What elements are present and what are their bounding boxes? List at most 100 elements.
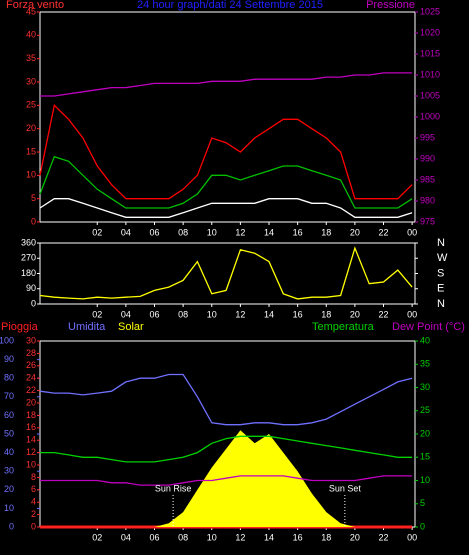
y3-tick-label: 26 bbox=[26, 360, 36, 370]
y2-tick-label: 1010 bbox=[420, 69, 440, 79]
x-tick-label: 10 bbox=[207, 227, 217, 237]
legend-label: Umidita bbox=[68, 321, 106, 333]
y3-tick-label: 6 bbox=[31, 484, 36, 494]
x-tick-label: 10 bbox=[207, 309, 217, 319]
x-tick-label: 06 bbox=[149, 532, 159, 542]
y-tick-label: 100 bbox=[0, 335, 14, 345]
y2-tick-label: 15 bbox=[420, 452, 430, 462]
y2-tick-label: 1020 bbox=[420, 27, 440, 37]
y2-tick-label: 20 bbox=[420, 428, 430, 438]
y-tick-label: 40 bbox=[4, 447, 14, 457]
x-tick-label: 16 bbox=[293, 309, 303, 319]
y-axis-label: Forza vento bbox=[6, 0, 64, 11]
y-tick-label: 10 bbox=[4, 503, 14, 513]
series-line bbox=[40, 435, 413, 463]
y2-tick-label: N bbox=[437, 298, 445, 310]
x-tick-label: 02 bbox=[92, 309, 102, 319]
y2-tick-label: W bbox=[437, 252, 448, 264]
x-tick-label: 14 bbox=[264, 532, 274, 542]
y-tick-label: 20 bbox=[4, 484, 14, 494]
y2-tick-label: E bbox=[437, 283, 444, 295]
y3-tick-label: 30 bbox=[26, 335, 36, 345]
series-line bbox=[39, 246, 413, 300]
y-tick-label: 40 bbox=[26, 30, 36, 40]
series-line bbox=[39, 155, 413, 209]
plot-frame bbox=[39, 11, 416, 223]
y3-tick-label: 14 bbox=[26, 435, 36, 445]
y2-tick-label: 30 bbox=[420, 382, 430, 392]
y3-tick-label: 16 bbox=[26, 422, 36, 432]
y3-tick-label: 12 bbox=[26, 447, 36, 457]
legend-label: Pioggia bbox=[1, 321, 39, 333]
x-tick-label: 16 bbox=[293, 227, 303, 237]
y2-tick-label: 35 bbox=[420, 359, 430, 369]
legend-label: Temperatura bbox=[312, 321, 375, 333]
y3-tick-label: 28 bbox=[26, 348, 36, 358]
y-tick-label: 360 bbox=[21, 237, 36, 247]
x-tick-label: 00 bbox=[407, 532, 417, 542]
y3-tick-label: 8 bbox=[31, 472, 36, 482]
x-tick-label: 04 bbox=[121, 309, 131, 319]
y2-tick-label: 25 bbox=[420, 405, 430, 415]
y3-tick-label: 2 bbox=[31, 509, 36, 519]
y2-tick-label: 1015 bbox=[420, 48, 440, 58]
y2-tick-label: 1025 bbox=[420, 6, 440, 16]
y2-tick-label: S bbox=[437, 267, 444, 279]
x-tick-label: 02 bbox=[92, 227, 102, 237]
y-tick-label: 20 bbox=[26, 123, 36, 133]
x-tick-label: 00 bbox=[407, 309, 417, 319]
x-tick-label: 06 bbox=[149, 309, 159, 319]
y-tick-label: 60 bbox=[4, 410, 14, 420]
y-tick-label: 180 bbox=[21, 268, 36, 278]
y-tick-label: 15 bbox=[26, 146, 36, 156]
x-tick-label: 14 bbox=[264, 227, 274, 237]
y-tick-label: 25 bbox=[26, 100, 36, 110]
y3-tick-label: 20 bbox=[26, 397, 36, 407]
x-tick-label: 18 bbox=[321, 309, 331, 319]
y-tick-label: 0 bbox=[31, 216, 36, 226]
y3-tick-label: 0 bbox=[31, 521, 36, 531]
chart-title: 24 hour graph/dati 24 Settembre 2015 bbox=[137, 0, 323, 11]
x-tick-label: 14 bbox=[264, 309, 274, 319]
annotation: Sun Rise bbox=[155, 483, 192, 493]
y2-tick-label: 0 bbox=[420, 521, 425, 531]
y2-tick-label: 1000 bbox=[420, 111, 440, 121]
y2-tick-label: 5 bbox=[420, 498, 425, 508]
x-tick-label: 08 bbox=[178, 532, 188, 542]
x-tick-label: 04 bbox=[121, 532, 131, 542]
x-tick-label: 22 bbox=[379, 309, 389, 319]
y-tick-label: 0 bbox=[9, 521, 14, 531]
y2-tick-label: 985 bbox=[420, 174, 435, 184]
x-tick-label: 22 bbox=[379, 532, 389, 542]
y-tick-label: 5 bbox=[31, 193, 36, 203]
x-tick-label: 08 bbox=[178, 309, 188, 319]
y-tick-label: 90 bbox=[26, 283, 36, 293]
x-tick-label: 18 bbox=[321, 227, 331, 237]
legend-label: Solar bbox=[118, 321, 144, 333]
y-tick-label: 45 bbox=[26, 6, 36, 16]
series-line bbox=[40, 475, 413, 486]
y2-tick-label: 40 bbox=[420, 335, 430, 345]
annotation: Sun Set bbox=[329, 483, 362, 493]
y2-tick-label: 975 bbox=[420, 216, 435, 226]
y3-tick-label: 18 bbox=[26, 410, 36, 420]
legend-label: Dew Point (°C) bbox=[392, 321, 465, 333]
x-tick-label: 22 bbox=[379, 227, 389, 237]
x-tick-label: 08 bbox=[178, 227, 188, 237]
series-line bbox=[39, 373, 413, 426]
series-line bbox=[39, 104, 413, 200]
x-tick-label: 12 bbox=[235, 227, 245, 237]
y-tick-label: 30 bbox=[26, 76, 36, 86]
y-tick-label: 10 bbox=[26, 170, 36, 180]
y3-tick-label: 24 bbox=[26, 373, 36, 383]
x-tick-label: 12 bbox=[235, 532, 245, 542]
y-tick-label: 80 bbox=[4, 373, 14, 383]
x-tick-label: 20 bbox=[350, 309, 360, 319]
y3-tick-label: 4 bbox=[31, 497, 36, 507]
y2-tick-label: 1005 bbox=[420, 90, 440, 100]
y2-tick-label: 995 bbox=[420, 132, 435, 142]
y2-tick-label: 10 bbox=[420, 475, 430, 485]
y2-tick-label: 990 bbox=[420, 153, 435, 163]
y-tick-label: 50 bbox=[4, 428, 14, 438]
